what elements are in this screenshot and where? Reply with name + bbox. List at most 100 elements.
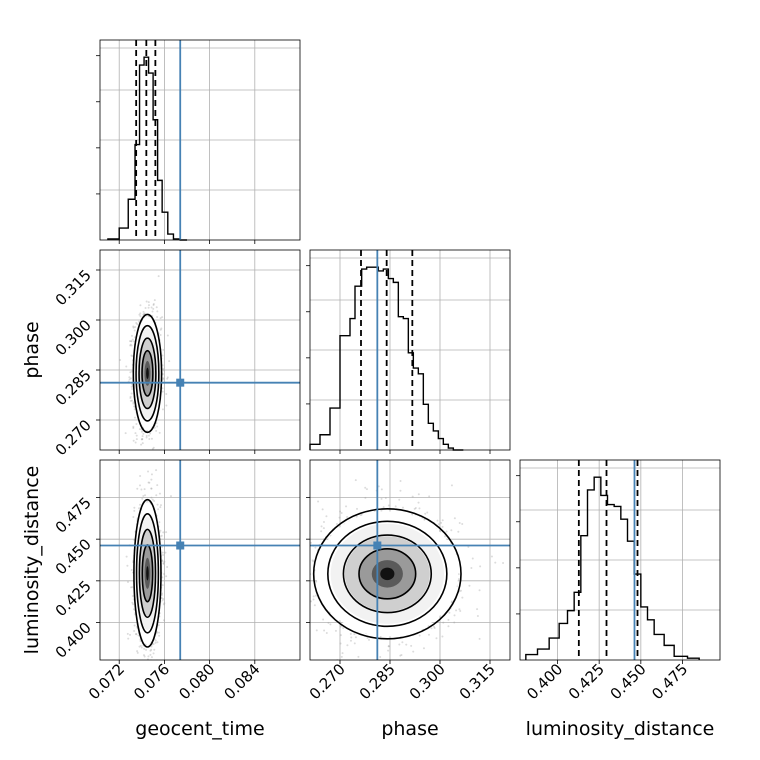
sample-point [140,438,143,441]
sample-point [364,496,367,499]
sample-point [150,656,153,659]
x-tick-label-luminosity_distance: 0.450 [607,660,650,703]
y-tick-label-luminosity_distance: 0.450 [52,535,95,578]
sample-point [135,434,138,437]
sample-point [142,662,144,664]
sample-point [130,385,133,388]
x-tick-label-geocent_time: 0.072 [85,660,128,703]
x-tick-label-geocent_time: 0.084 [221,660,264,703]
sample-point [445,530,448,533]
sample-point [355,515,358,518]
sample-point [340,655,343,658]
sample-point [147,470,150,473]
sample-point [139,484,142,487]
sample-point [268,602,270,604]
sample-point [450,529,453,532]
sample-point [292,568,294,570]
sample-point [476,615,479,618]
sample-point [311,559,314,562]
sample-point [162,377,165,380]
sample-point [141,442,144,445]
sample-point [310,541,312,544]
sample-point [349,632,352,635]
sample-point [130,568,133,571]
sample-point [153,648,156,651]
sample-point [150,645,153,648]
sample-point [447,618,450,621]
sample-point [258,619,260,621]
grid-panel-2-2 [520,460,720,660]
sample-point [297,589,299,591]
x-axis-label-geocent_time: geocent_time [135,718,264,740]
sample-point [126,581,129,584]
sample-point [494,561,497,564]
sample-point [130,340,133,343]
sample-point [151,310,154,313]
sample-point [411,513,414,516]
histogram-geocent_time [107,56,188,241]
sample-point [143,488,146,491]
sample-point [149,661,151,663]
sample-point [139,475,142,478]
sample-point [131,355,134,358]
sample-point [144,643,147,646]
sample-point [418,507,421,510]
sample-point [459,589,462,592]
sample-point [321,508,324,511]
sample-point [132,401,135,404]
sample-point [143,647,146,650]
sample-point [147,306,150,309]
sample-point [412,650,415,653]
y-axis-label-luminosity_distance: luminosity_distance [21,466,43,655]
sample-point [440,521,443,524]
sample-point [129,399,132,402]
sample-point [459,610,462,613]
sample-point [142,666,144,668]
sample-point [140,438,143,441]
sample-point [339,625,342,628]
sample-point [458,608,461,611]
sample-point [153,426,156,429]
sample-point [137,634,140,637]
sample-point [134,441,137,444]
sample-point [323,629,326,632]
sample-point [320,525,323,528]
sample-point [159,529,162,532]
sample-point [445,680,447,682]
sample-point [157,624,160,627]
sample-point [161,551,164,554]
sample-point [329,623,332,626]
sample-point [453,614,456,617]
sample-point [163,369,166,372]
sample-point [399,479,402,482]
sample-point [142,313,145,316]
sample-point [334,629,337,632]
sample-point [152,643,155,646]
sample-point [139,666,141,668]
sample-point [161,408,164,411]
sample-point [320,530,323,533]
sample-point [156,425,159,428]
sample-point [307,575,309,577]
sample-point [162,562,165,565]
density-panel-geocent_time-phase [100,250,300,450]
sample-point [304,588,306,590]
y-tick-label-phase: 0.300 [52,316,95,359]
y-axis-label-phase: phase [21,321,43,378]
x-tick-label-luminosity_distance: 0.475 [648,660,691,703]
sample-point [139,315,142,318]
sample-point [430,627,433,630]
sample-point [138,507,141,510]
sample-point [142,313,145,316]
sample-point [317,500,320,503]
panel-frame-1-1 [309,249,511,451]
sample-point [410,644,413,647]
sample-point [165,404,168,407]
sample-point [413,507,416,510]
sample-point [144,494,147,497]
sample-point [132,427,135,430]
panel-frame-2-2 [519,459,721,661]
sample-point [322,527,325,530]
sample-point [345,505,348,508]
sample-point [145,436,148,439]
